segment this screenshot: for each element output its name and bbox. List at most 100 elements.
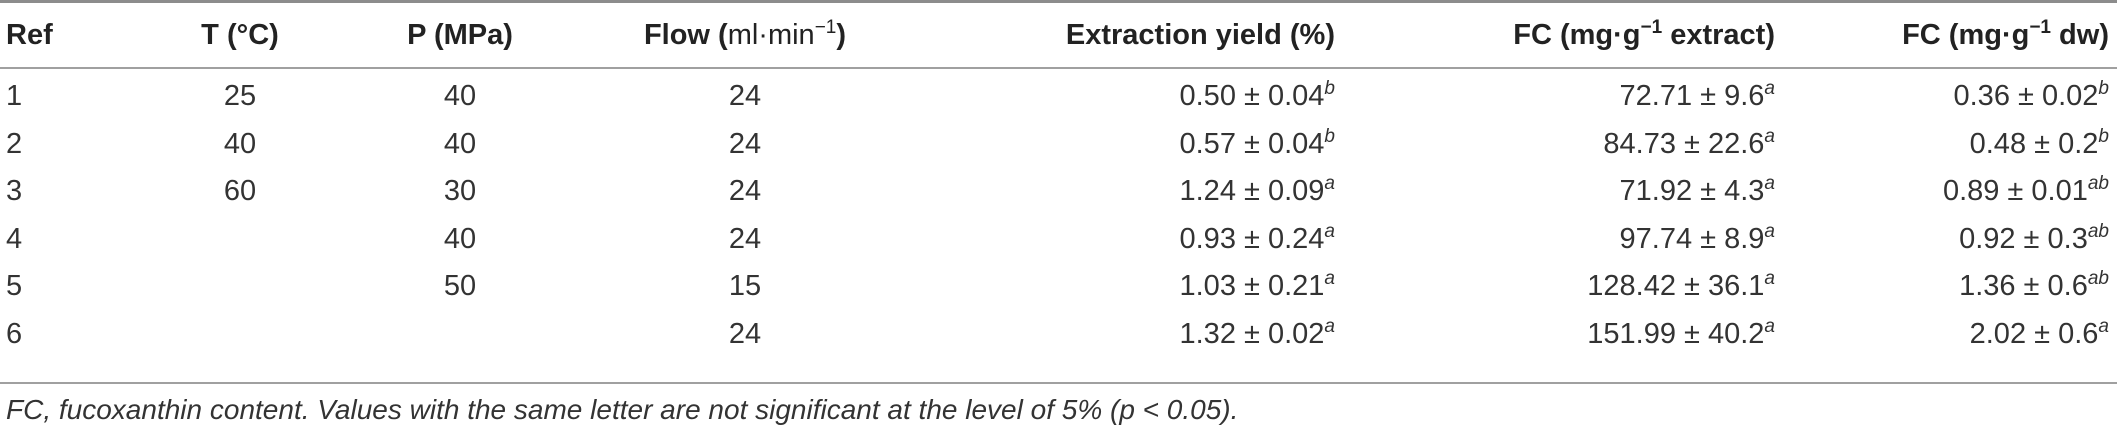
cell-temperature: 40 bbox=[120, 121, 360, 169]
cell-flow: 24 bbox=[560, 67, 930, 121]
cell-fc-extract-value: 151.99 ± 40.2 bbox=[1587, 317, 1765, 350]
cell-pressure-value: 40 bbox=[443, 222, 477, 255]
cell-pressure: 40 bbox=[360, 67, 560, 121]
cell-fc-extract-value: 72.71 ± 9.6 bbox=[1619, 80, 1765, 113]
table-body: 1 25 40 24 0.50 ± 0.04b 72.71 ± 9.6a 0.36 ± 0.… bbox=[0, 67, 2117, 358]
header-ref: Ref bbox=[6, 18, 53, 51]
cell-fc-dw-value: 1.36 ± 0.6 bbox=[1959, 270, 2088, 303]
cell-ref-value: 4 bbox=[6, 222, 23, 255]
cell-fc-extract-significance-letter: a bbox=[1764, 173, 1775, 195]
cell-fc-extract: 128.42 ± 36.1a bbox=[1355, 263, 1795, 311]
table-row: 6 24 1.32 ± 0.02a 151.99 ± 40.2a 2.02 ± 0.6a bbox=[0, 311, 2117, 359]
header-flow-prefix: Flow ( bbox=[643, 18, 728, 51]
cell-pressure: 30 bbox=[360, 168, 560, 216]
header-fc-extract-prefix: FC (mg·g bbox=[1513, 18, 1641, 51]
cell-ref: 4 bbox=[0, 216, 120, 264]
cell-extraction-yield-value: 0.57 ± 0.04 bbox=[1179, 127, 1325, 160]
cell-fc-dw-significance-letter: ab bbox=[2087, 220, 2109, 242]
cell-extraction-yield-value: 1.03 ± 0.21 bbox=[1179, 270, 1325, 303]
header-temperature: T (°C) bbox=[201, 18, 279, 51]
table-row: 4 40 24 0.93 ± 0.24a 97.74 ± 8.9a 0.92 ± 0.3a… bbox=[0, 216, 2117, 264]
cell-fc-dw-value: 0.36 ± 0.02 bbox=[1953, 80, 2099, 113]
cell-fc-dw-significance-letter: b bbox=[2098, 125, 2109, 147]
cell-pressure-value: 40 bbox=[443, 80, 477, 113]
cell-pressure: 40 bbox=[360, 121, 560, 169]
cell-flow-value: 24 bbox=[728, 80, 762, 113]
cell-fc-extract: 84.73 ± 22.6a bbox=[1355, 121, 1795, 169]
cell-extraction-yield-significance-letter: b bbox=[1324, 125, 1335, 147]
cell-flow: 24 bbox=[560, 311, 930, 359]
header-fc-dw-prefix: FC (mg·g bbox=[1902, 18, 2030, 51]
cell-fc-extract: 72.71 ± 9.6a bbox=[1355, 67, 1795, 121]
cell-fc-dw: 0.36 ± 0.02b bbox=[1795, 67, 2117, 121]
cell-extraction-yield-significance-letter: a bbox=[1324, 315, 1335, 337]
cell-fc-dw: 0.48 ± 0.2b bbox=[1795, 121, 2117, 169]
top-rule bbox=[0, 0, 2117, 3]
cell-extraction-yield: 0.93 ± 0.24a bbox=[930, 216, 1355, 264]
cell-fc-dw-significance-letter: ab bbox=[2087, 173, 2109, 195]
cell-fc-extract-value: 97.74 ± 8.9 bbox=[1619, 222, 1765, 255]
table-row: 1 25 40 24 0.50 ± 0.04b 72.71 ± 9.6a 0.36 ± 0.… bbox=[0, 67, 2117, 121]
cell-ref: 5 bbox=[0, 263, 120, 311]
header-flow-unit: ml·min bbox=[727, 18, 815, 51]
cell-extraction-yield-significance-letter: a bbox=[1324, 173, 1335, 195]
cell-ref: 3 bbox=[0, 168, 120, 216]
cell-temperature: 60 bbox=[120, 168, 360, 216]
bottom-rule bbox=[0, 382, 2117, 384]
cell-ref: 2 bbox=[0, 121, 120, 169]
cell-flow-value: 24 bbox=[728, 175, 762, 208]
cell-extraction-yield-significance-letter: a bbox=[1324, 220, 1335, 242]
cell-extraction-yield-value: 0.50 ± 0.04 bbox=[1179, 80, 1325, 113]
table-footnote: FC, fucoxanthin content. Values with the… bbox=[6, 394, 1239, 425]
cell-temperature bbox=[120, 263, 360, 311]
cell-fc-extract-value: 71.92 ± 4.3 bbox=[1619, 175, 1765, 208]
cell-extraction-yield-value: 0.93 ± 0.24 bbox=[1179, 222, 1325, 255]
cell-extraction-yield-significance-letter: b bbox=[1324, 78, 1335, 100]
results-table: Ref T (°C) P (MPa) Flow (ml·min−1) Extra… bbox=[0, 3, 2117, 358]
cell-fc-dw-value: 0.92 ± 0.3 bbox=[1959, 222, 2088, 255]
cell-ref-value: 6 bbox=[6, 317, 23, 350]
cell-extraction-yield-significance-letter: a bbox=[1324, 268, 1335, 290]
cell-pressure-value: 40 bbox=[443, 127, 477, 160]
cell-fc-dw: 0.92 ± 0.3ab bbox=[1795, 216, 2117, 264]
cell-ref-value: 2 bbox=[6, 127, 23, 160]
cell-extraction-yield: 0.57 ± 0.04b bbox=[930, 121, 1355, 169]
cell-fc-dw-value: 0.89 ± 0.01 bbox=[1942, 175, 2088, 208]
cell-flow: 24 bbox=[560, 216, 930, 264]
cell-pressure-value: 30 bbox=[443, 175, 477, 208]
table-row: 2 40 40 24 0.57 ± 0.04b 84.73 ± 22.6a 0.48 ± 0… bbox=[0, 121, 2117, 169]
cell-extraction-yield: 0.50 ± 0.04b bbox=[930, 67, 1355, 121]
cell-flow-value: 24 bbox=[728, 222, 762, 255]
cell-pressure-value: 50 bbox=[443, 270, 477, 303]
cell-fc-dw-value: 2.02 ± 0.6 bbox=[1969, 317, 2099, 350]
cell-fc-extract: 97.74 ± 8.9a bbox=[1355, 216, 1795, 264]
cell-fc-extract: 151.99 ± 40.2a bbox=[1355, 311, 1795, 359]
cell-extraction-yield: 1.24 ± 0.09a bbox=[930, 168, 1355, 216]
header-rule bbox=[0, 67, 2117, 69]
cell-flow-value: 15 bbox=[728, 270, 762, 303]
cell-temperature-value: 60 bbox=[223, 175, 257, 208]
cell-fc-dw-significance-letter: b bbox=[2098, 78, 2109, 100]
cell-ref-value: 1 bbox=[6, 80, 23, 113]
header-pressure: P (MPa) bbox=[407, 18, 513, 51]
cell-flow: 24 bbox=[560, 168, 930, 216]
header-flow: Flow (ml·min−1) bbox=[560, 3, 930, 67]
cell-fc-extract-value: 84.73 ± 22.6 bbox=[1603, 127, 1765, 160]
cell-extraction-yield-value: 1.24 ± 0.09 bbox=[1179, 175, 1325, 208]
cell-ref: 6 bbox=[0, 311, 120, 359]
cell-flow-value: 24 bbox=[728, 127, 762, 160]
cell-fc-extract: 71.92 ± 4.3a bbox=[1355, 168, 1795, 216]
cell-temperature-value: 25 bbox=[223, 80, 257, 113]
header-flow-suffix: ) bbox=[836, 18, 847, 51]
header-flow-sup: −1 bbox=[814, 16, 837, 38]
header-fc-extract-suffix: extract) bbox=[1662, 18, 1775, 51]
cell-fc-extract-value: 128.42 ± 36.1 bbox=[1587, 270, 1765, 303]
header-fc-extract: FC (mg·g−1 extract) bbox=[1355, 3, 1795, 67]
cell-fc-extract-significance-letter: a bbox=[1764, 220, 1775, 242]
header-fc-extract-sup: −1 bbox=[1640, 16, 1663, 38]
table-row: 5 50 15 1.03 ± 0.21a 128.42 ± 36.1a 1.36 ± 0.… bbox=[0, 263, 2117, 311]
cell-temperature-value: 40 bbox=[223, 127, 257, 160]
cell-fc-extract-significance-letter: a bbox=[1764, 78, 1775, 100]
cell-pressure bbox=[360, 311, 560, 359]
